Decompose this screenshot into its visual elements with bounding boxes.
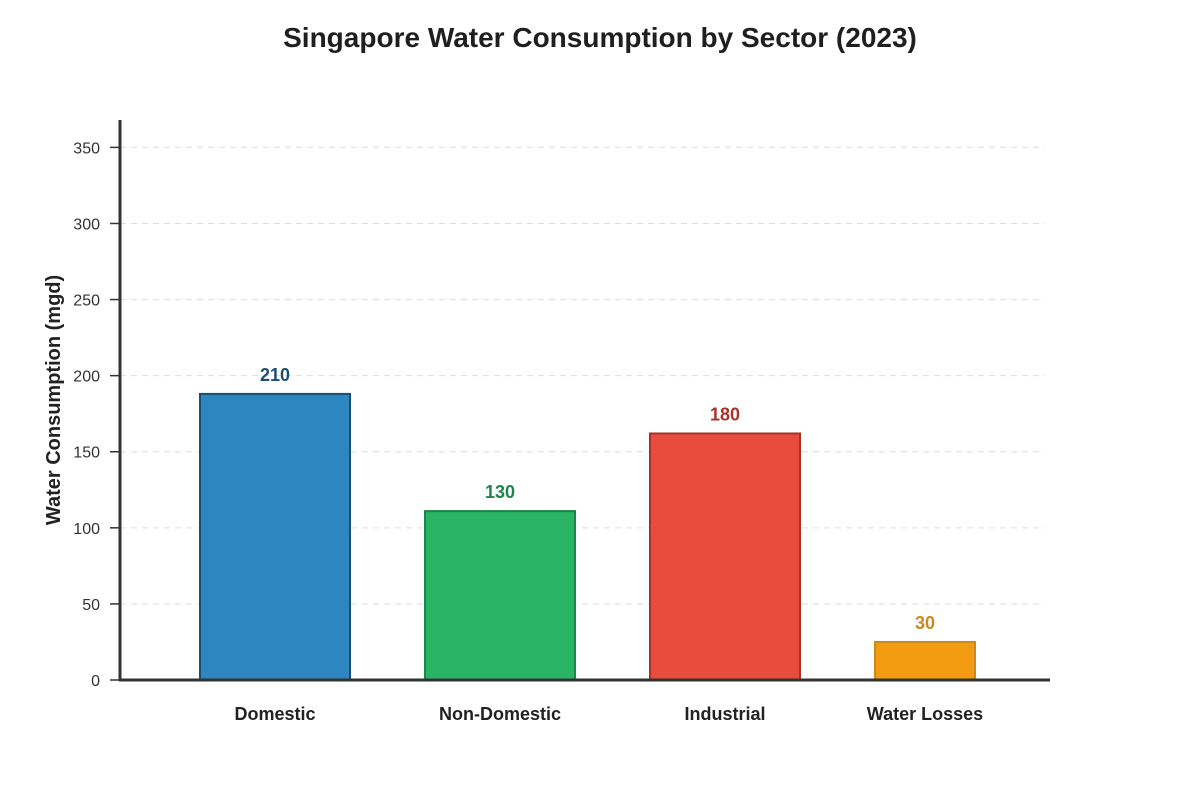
chart-title: Singapore Water Consumption by Sector (2… xyxy=(283,22,917,53)
axes xyxy=(118,120,1050,682)
data-label: 30 xyxy=(915,613,935,633)
bar-domestic xyxy=(199,392,351,681)
bars xyxy=(199,392,976,682)
y-tick-label: 250 xyxy=(73,293,100,310)
data-label: 210 xyxy=(260,365,290,385)
y-tick-label: 350 xyxy=(73,140,100,157)
y-ticks: 0 50 100 150 200 250 300 350 xyxy=(73,140,120,690)
bar-water-losses xyxy=(874,640,976,682)
bar-non-domestic xyxy=(424,510,576,681)
data-label: 130 xyxy=(485,482,515,502)
x-tick-label: Water Losses xyxy=(867,704,983,724)
y-tick-label: 0 xyxy=(91,673,100,690)
data-label: 180 xyxy=(710,404,740,424)
y-tick-label: 200 xyxy=(73,369,100,386)
x-tick-label: Industrial xyxy=(684,704,765,724)
y-tick-label: 150 xyxy=(73,445,100,462)
y-tick-label: 100 xyxy=(73,521,100,538)
x-tick-label: Domestic xyxy=(234,704,315,724)
data-labels: 210 130 180 30 xyxy=(260,365,935,633)
category-labels: Domestic Non-Domestic Industrial Water Loss… xyxy=(234,704,983,724)
y-tick-label: 50 xyxy=(82,597,100,614)
y-tick-label: 300 xyxy=(73,216,100,233)
bar-industrial xyxy=(649,432,801,682)
y-axis-label: Water Consumption (mgd) xyxy=(43,275,65,525)
x-tick-label: Non-Domestic xyxy=(439,704,561,724)
